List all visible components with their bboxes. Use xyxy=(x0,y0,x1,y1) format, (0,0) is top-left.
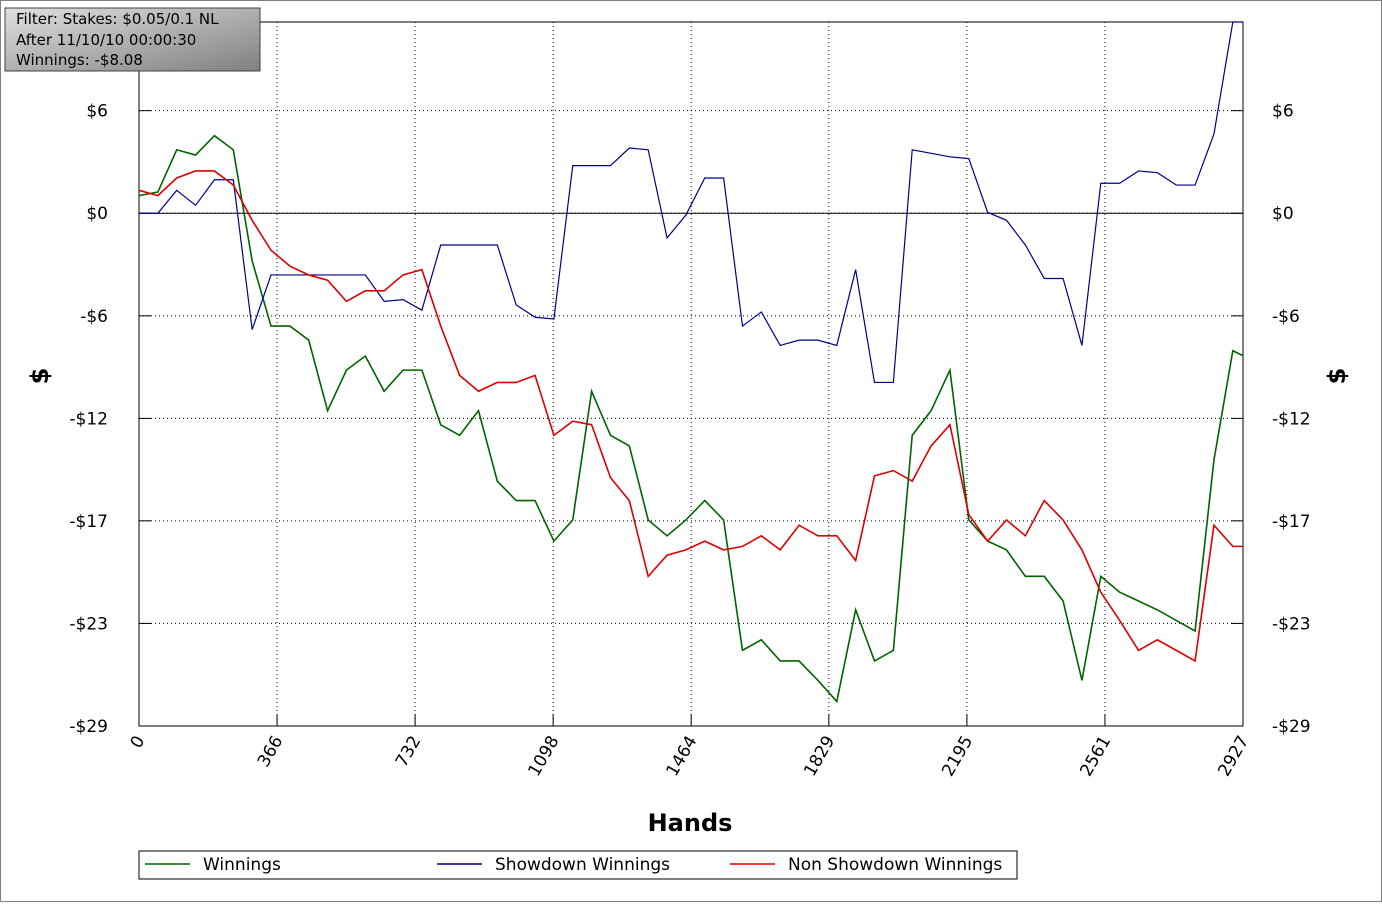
legend: Winnings Showdown Winnings Non Showdown Wi… xyxy=(145,855,1002,875)
series-line xyxy=(139,21,1243,384)
series-layer xyxy=(138,21,1244,704)
info-box: Filter: Stakes: $0.05/0.1 NL After 11/10… xyxy=(4,7,261,72)
y-tick-label: -$17 xyxy=(69,512,108,532)
x-axis-label: Hands xyxy=(648,809,733,837)
y-tick-label: $6 xyxy=(86,102,108,122)
y-tick-label: $0 xyxy=(86,204,108,224)
y2-axis-label: $ xyxy=(1323,368,1351,385)
y-tick-label: -$12 xyxy=(69,409,108,429)
legend-label: Winnings xyxy=(203,855,281,875)
y2-tick-label: -$6 xyxy=(1272,307,1300,327)
legend-box xyxy=(138,850,1018,880)
y-tick-label: -$6 xyxy=(80,307,108,327)
info-line: After 11/10/10 00:00:30 xyxy=(16,31,196,49)
info-box-bg xyxy=(4,7,261,72)
y2-tick-label: -$23 xyxy=(1272,614,1311,634)
info-line: Winnings: -$8.08 xyxy=(16,51,143,69)
series-line xyxy=(138,170,1243,663)
y-tick-label: -$29 xyxy=(69,717,108,737)
info-line: Filter: Stakes: $0.05/0.1 NL xyxy=(16,10,219,28)
y2-tick-label: $0 xyxy=(1272,204,1294,224)
y2-tick-label: -$29 xyxy=(1272,717,1311,737)
y2-tick-label: $6 xyxy=(1272,102,1294,122)
y-axis-label: $ xyxy=(26,368,54,385)
legend-label: Showdown Winnings xyxy=(495,855,670,875)
legend-label: Non Showdown Winnings xyxy=(788,855,1002,875)
y-tick-label: -$23 xyxy=(69,614,108,634)
y2-tick-label: -$17 xyxy=(1272,512,1311,532)
y2-tick-label: -$12 xyxy=(1272,409,1311,429)
series-line xyxy=(138,134,1244,704)
